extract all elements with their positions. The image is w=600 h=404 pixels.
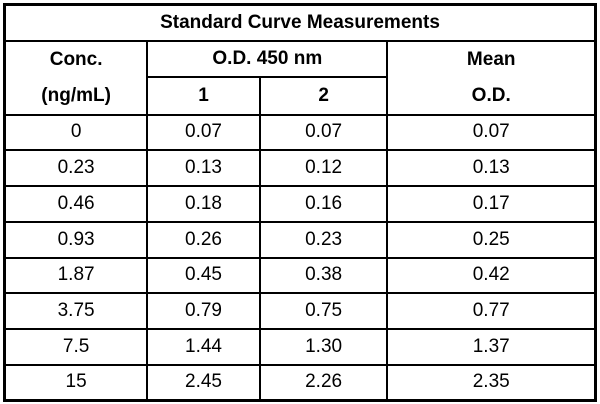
table-row: 3.75 0.79 0.75 0.77 <box>3 292 597 330</box>
conc-cell: 15 <box>3 363 149 402</box>
mean-header-line2: O.D. <box>471 84 511 106</box>
header-row-2: 1 2 <box>5 75 596 116</box>
table-row: 0.23 0.13 0.12 0.13 <box>3 149 597 187</box>
od1-cell: 0.07 <box>146 113 261 152</box>
od2-cell: 0.07 <box>258 113 389 152</box>
conc-cell: 0.93 <box>3 220 149 259</box>
conc-header: Conc. (ng/mL) <box>3 39 149 116</box>
conc-cell: 3.75 <box>3 292 149 330</box>
table-row: 0.93 0.26 0.23 0.25 <box>3 220 597 259</box>
mean-cell: 0.07 <box>386 113 597 152</box>
table-row: 15 2.45 2.26 2.35 <box>3 363 597 402</box>
od2-cell: 0.23 <box>258 220 389 259</box>
od2-cell: 0.12 <box>258 149 389 187</box>
mean-cell: 1.37 <box>386 328 597 366</box>
mean-cell: 0.77 <box>386 292 597 330</box>
conc-cell: 0.23 <box>3 149 149 187</box>
table-row: 7.5 1.44 1.30 1.37 <box>3 328 597 366</box>
mean-cell: 0.42 <box>386 256 597 295</box>
od-group-header: O.D. 450 nm <box>146 39 389 78</box>
od2-cell: 0.75 <box>258 292 389 330</box>
od1-cell: 0.13 <box>146 149 261 187</box>
conc-cell: 7.5 <box>3 328 149 366</box>
mean-cell: 2.35 <box>386 363 597 402</box>
od-replicate-2-header: 2 <box>258 75 389 116</box>
header-row-1: Conc. (ng/mL) O.D. 450 nm Mean O.D. <box>3 39 597 116</box>
table-row: 0.46 0.18 0.16 0.17 <box>3 185 597 223</box>
table-row: 0 0.07 0.07 0.07 <box>3 113 597 152</box>
od1-cell: 0.79 <box>146 292 261 330</box>
conc-cell: 1.87 <box>3 256 149 295</box>
mean-cell: 0.25 <box>386 220 597 259</box>
od2-cell: 1.30 <box>258 328 389 366</box>
conc-cell: 0.46 <box>3 185 149 223</box>
conc-header-line2: (ng/mL) <box>41 84 111 106</box>
od2-cell: 0.38 <box>258 256 389 295</box>
od1-cell: 0.45 <box>146 256 261 295</box>
table-row: 1.87 0.45 0.38 0.42 <box>3 256 597 295</box>
mean-cell: 0.17 <box>386 185 597 223</box>
od2-cell: 0.16 <box>258 185 389 223</box>
od-replicate-1-header: 1 <box>146 75 261 116</box>
od1-cell: 0.26 <box>146 220 261 259</box>
conc-header-line1: Conc. <box>49 48 103 70</box>
mean-cell: 0.13 <box>386 149 597 187</box>
standard-curve-table: Standard Curve Measurements Conc. (ng/mL… <box>3 3 597 402</box>
title-row: Standard Curve Measurements <box>3 3 597 42</box>
mean-header-line1: Mean <box>466 48 516 70</box>
od1-cell: 1.44 <box>146 328 261 366</box>
conc-cell: 0 <box>3 113 149 152</box>
od1-cell: 0.18 <box>146 185 261 223</box>
od2-cell: 2.26 <box>258 363 389 402</box>
mean-header: Mean O.D. <box>386 39 597 116</box>
od1-cell: 2.45 <box>146 363 261 402</box>
table-title: Standard Curve Measurements <box>3 3 597 42</box>
